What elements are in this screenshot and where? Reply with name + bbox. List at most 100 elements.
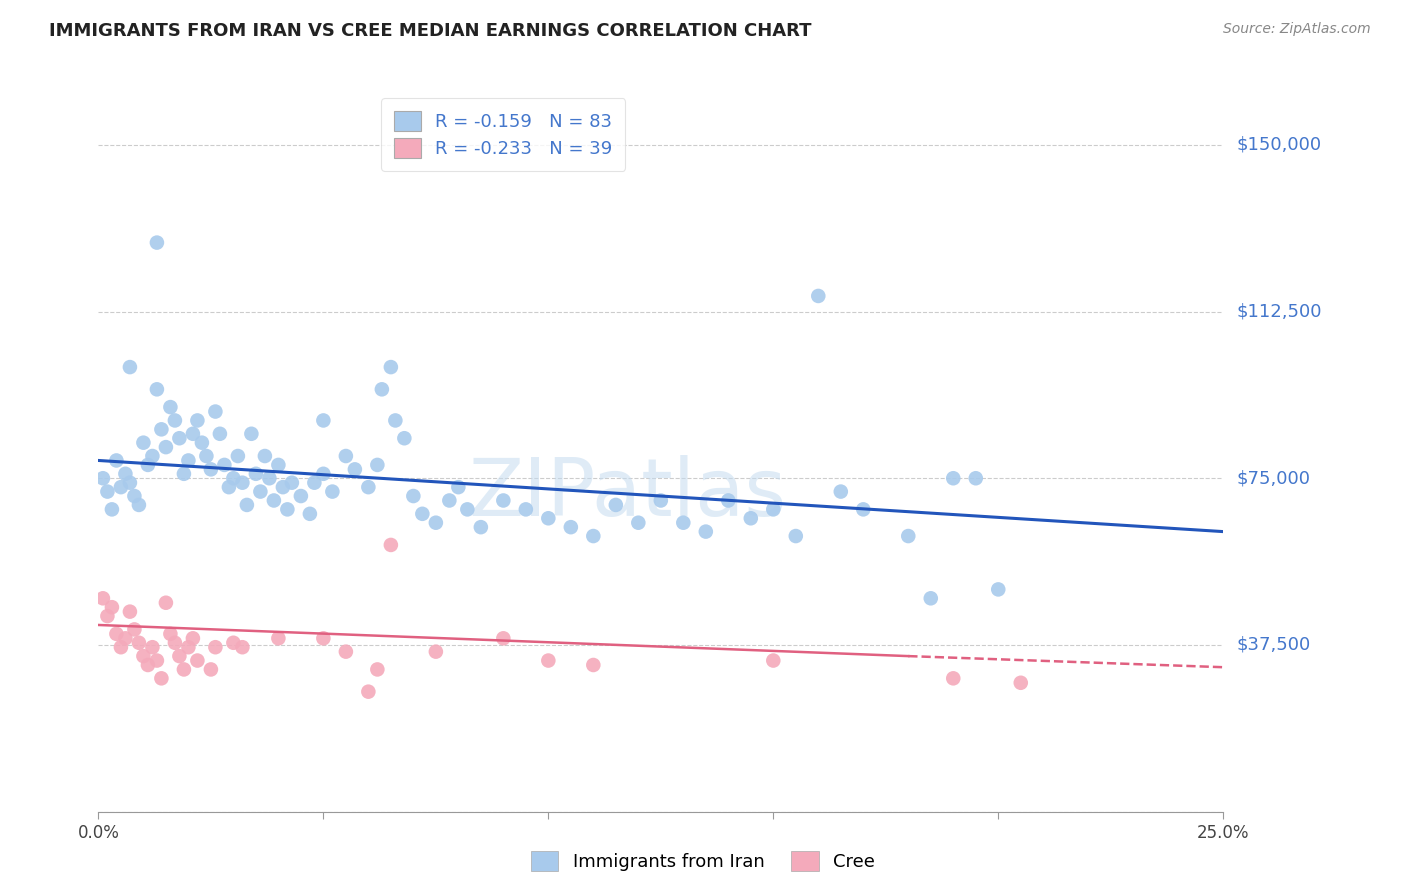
Point bbox=[177, 640, 200, 655]
Point bbox=[627, 516, 650, 530]
Point bbox=[222, 471, 245, 485]
Point bbox=[181, 632, 204, 646]
Point bbox=[114, 467, 136, 481]
Point bbox=[762, 654, 785, 668]
Point bbox=[897, 529, 920, 543]
Point bbox=[740, 511, 762, 525]
Point bbox=[169, 649, 191, 664]
Point bbox=[124, 489, 146, 503]
Point bbox=[357, 480, 380, 494]
Point bbox=[105, 627, 128, 641]
Point bbox=[245, 467, 267, 481]
Point bbox=[231, 475, 253, 490]
Point bbox=[200, 662, 222, 676]
Point bbox=[204, 640, 226, 655]
Point bbox=[920, 591, 942, 606]
Point bbox=[136, 458, 159, 472]
Point bbox=[222, 636, 245, 650]
Point bbox=[267, 458, 290, 472]
Point bbox=[605, 498, 627, 512]
Text: Source: ZipAtlas.com: Source: ZipAtlas.com bbox=[1223, 22, 1371, 37]
Point bbox=[105, 453, 128, 467]
Point bbox=[830, 484, 852, 499]
Point bbox=[335, 645, 357, 659]
Point bbox=[717, 493, 740, 508]
Point bbox=[141, 640, 163, 655]
Point bbox=[200, 462, 222, 476]
Point bbox=[271, 480, 294, 494]
Point bbox=[537, 511, 560, 525]
Point bbox=[380, 360, 402, 375]
Point bbox=[263, 493, 285, 508]
Point bbox=[298, 507, 321, 521]
Point bbox=[124, 623, 146, 637]
Text: $150,000: $150,000 bbox=[1237, 136, 1322, 153]
Point bbox=[560, 520, 582, 534]
Text: $75,000: $75,000 bbox=[1237, 469, 1310, 487]
Point bbox=[965, 471, 987, 485]
Point bbox=[650, 493, 672, 508]
Point bbox=[96, 609, 118, 624]
Point bbox=[276, 502, 298, 516]
Point bbox=[492, 632, 515, 646]
Point bbox=[312, 632, 335, 646]
Point bbox=[231, 640, 253, 655]
Point bbox=[110, 480, 132, 494]
Point bbox=[371, 382, 394, 396]
Point bbox=[402, 489, 425, 503]
Point bbox=[807, 289, 830, 303]
Point bbox=[537, 654, 560, 668]
Point bbox=[942, 471, 965, 485]
Point bbox=[672, 516, 695, 530]
Point bbox=[118, 475, 141, 490]
Point bbox=[155, 440, 177, 454]
Point bbox=[118, 360, 141, 375]
Point bbox=[380, 538, 402, 552]
Point bbox=[128, 636, 150, 650]
Point bbox=[132, 435, 155, 450]
Point bbox=[762, 502, 785, 516]
Point bbox=[181, 426, 204, 441]
Point bbox=[163, 413, 186, 427]
Point bbox=[208, 426, 231, 441]
Text: $112,500: $112,500 bbox=[1237, 302, 1322, 320]
Point bbox=[226, 449, 249, 463]
Point bbox=[110, 640, 132, 655]
Point bbox=[118, 605, 141, 619]
Point bbox=[695, 524, 717, 539]
Point bbox=[173, 662, 195, 676]
Point bbox=[141, 449, 163, 463]
Point bbox=[236, 498, 259, 512]
Point bbox=[150, 671, 173, 685]
Point bbox=[394, 431, 416, 445]
Point bbox=[425, 645, 447, 659]
Text: $37,500: $37,500 bbox=[1237, 636, 1310, 654]
Point bbox=[259, 471, 281, 485]
Point bbox=[987, 582, 1010, 597]
Point bbox=[132, 649, 155, 664]
Point bbox=[191, 435, 214, 450]
Point bbox=[267, 632, 290, 646]
Legend: R = -0.159   N = 83, R = -0.233   N = 39: R = -0.159 N = 83, R = -0.233 N = 39 bbox=[381, 98, 626, 170]
Point bbox=[218, 480, 240, 494]
Point bbox=[582, 658, 605, 673]
Point bbox=[159, 400, 181, 414]
Point bbox=[146, 654, 169, 668]
Point bbox=[447, 480, 470, 494]
Point bbox=[515, 502, 537, 516]
Point bbox=[114, 632, 136, 646]
Point bbox=[290, 489, 312, 503]
Point bbox=[155, 596, 177, 610]
Point bbox=[312, 413, 335, 427]
Point bbox=[146, 235, 169, 250]
Point bbox=[146, 382, 169, 396]
Point bbox=[335, 449, 357, 463]
Point bbox=[91, 591, 114, 606]
Point bbox=[582, 529, 605, 543]
Point bbox=[214, 458, 236, 472]
Point bbox=[312, 467, 335, 481]
Point bbox=[304, 475, 326, 490]
Point bbox=[204, 404, 226, 418]
Point bbox=[159, 627, 181, 641]
Point bbox=[101, 600, 124, 615]
